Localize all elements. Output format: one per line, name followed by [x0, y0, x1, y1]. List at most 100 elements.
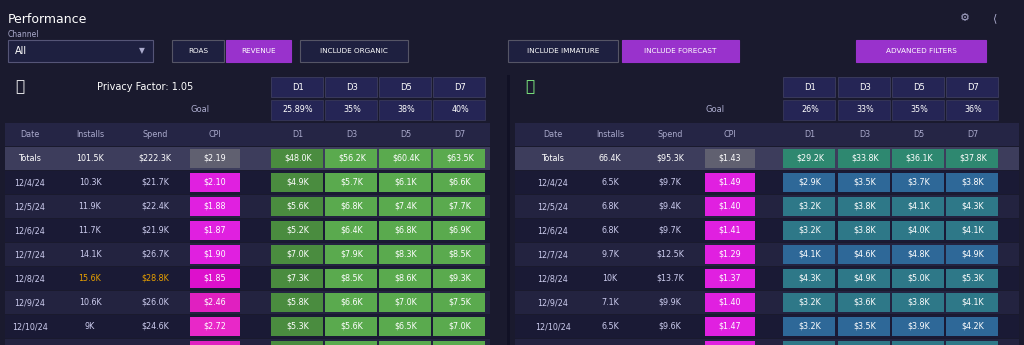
Text: $3.2K: $3.2K — [799, 322, 821, 331]
Bar — [946, 269, 998, 288]
Text: $8.5K: $8.5K — [341, 274, 364, 283]
Text: 66.4K: 66.4K — [599, 154, 622, 163]
Text: D1: D1 — [292, 82, 304, 91]
Bar — [271, 341, 323, 345]
Bar — [190, 317, 240, 336]
Text: $7.5K: $7.5K — [449, 298, 471, 307]
Bar — [5, 339, 490, 345]
Text: 6.8K: 6.8K — [601, 202, 618, 211]
Bar — [8, 40, 153, 62]
Text: $9.7K: $9.7K — [658, 178, 681, 187]
Text: $95.3K: $95.3K — [656, 154, 684, 163]
Bar — [433, 245, 485, 264]
Text: $4.1K: $4.1K — [962, 226, 984, 235]
Text: $5.6K: $5.6K — [341, 322, 364, 331]
Text: 11.9K: 11.9K — [79, 202, 101, 211]
Bar — [190, 173, 240, 192]
Bar — [705, 149, 755, 168]
Bar — [379, 149, 431, 168]
Bar — [5, 219, 490, 242]
Text: $1.41: $1.41 — [719, 226, 741, 235]
Text: $6.1K: $6.1K — [394, 178, 418, 187]
Bar — [433, 77, 485, 97]
Bar — [946, 77, 998, 97]
Bar — [515, 315, 1019, 338]
Text: Performance: Performance — [8, 13, 87, 26]
Text: 12/7/24: 12/7/24 — [14, 250, 45, 259]
Text: D5: D5 — [400, 82, 412, 91]
Text: $5.3K: $5.3K — [287, 322, 309, 331]
Text: $3.8K: $3.8K — [854, 202, 877, 211]
Text: $3.2K: $3.2K — [799, 202, 821, 211]
Text: $8.3K: $8.3K — [394, 250, 418, 259]
Bar — [838, 100, 890, 120]
Text: ⟨: ⟨ — [993, 13, 997, 23]
Bar — [508, 40, 618, 62]
Text: $5.0K: $5.0K — [907, 274, 931, 283]
Text: REVENUE: REVENUE — [242, 48, 275, 54]
Text: D7: D7 — [968, 130, 979, 139]
Text: 12/5/24: 12/5/24 — [538, 202, 568, 211]
Text: $63.5K: $63.5K — [446, 154, 474, 163]
Text: $6.8K: $6.8K — [394, 226, 418, 235]
Text: 10K: 10K — [602, 274, 617, 283]
Bar — [271, 149, 323, 168]
Text: $3.8K: $3.8K — [907, 298, 931, 307]
Text: 11.7K: 11.7K — [79, 226, 101, 235]
Bar — [838, 149, 890, 168]
Text: $5.8K: $5.8K — [287, 298, 309, 307]
Text: $4.9K: $4.9K — [287, 178, 309, 187]
Text: ADVANCED FILTERS: ADVANCED FILTERS — [886, 48, 956, 54]
Text: D7: D7 — [455, 130, 466, 139]
Text: $7.7K: $7.7K — [449, 202, 471, 211]
Text: D1: D1 — [293, 130, 303, 139]
Text: Goal: Goal — [190, 105, 210, 114]
Text: $3.8K: $3.8K — [854, 226, 877, 235]
Text: $29.2K: $29.2K — [796, 154, 824, 163]
Bar — [226, 40, 291, 62]
Bar — [379, 100, 431, 120]
Text: $7.0K: $7.0K — [394, 298, 418, 307]
Text: $1.88: $1.88 — [204, 202, 226, 211]
Text: D1: D1 — [804, 82, 816, 91]
Text: 6.8K: 6.8K — [601, 226, 618, 235]
Bar — [190, 341, 240, 345]
Bar — [325, 245, 377, 264]
Bar — [783, 269, 835, 288]
Bar — [5, 195, 490, 218]
Bar — [379, 245, 431, 264]
Text: 9K: 9K — [85, 322, 95, 331]
Bar — [892, 197, 944, 216]
Text: All: All — [15, 46, 27, 56]
Bar — [433, 341, 485, 345]
Bar — [515, 219, 1019, 242]
Text: INCLUDE FORECAST: INCLUDE FORECAST — [644, 48, 717, 54]
Text: Totals: Totals — [18, 154, 41, 163]
Text: $26.7K: $26.7K — [141, 250, 169, 259]
Bar — [892, 245, 944, 264]
Text: $60.4K: $60.4K — [392, 154, 420, 163]
Text: Installs: Installs — [76, 130, 104, 139]
Bar — [271, 77, 323, 97]
Bar — [892, 317, 944, 336]
Text: $21.9K: $21.9K — [141, 226, 169, 235]
Bar — [705, 269, 755, 288]
Bar — [515, 195, 1019, 218]
Text: $4.2K: $4.2K — [962, 322, 984, 331]
Bar — [946, 197, 998, 216]
Text: D1: D1 — [805, 130, 815, 139]
Text: 12/5/24: 12/5/24 — [14, 202, 45, 211]
Text: $3.8K: $3.8K — [962, 178, 984, 187]
Bar — [379, 77, 431, 97]
Text: Spend: Spend — [657, 130, 683, 139]
Text: $9.3K: $9.3K — [449, 274, 471, 283]
Text: $36.1K: $36.1K — [905, 154, 933, 163]
Bar — [5, 315, 490, 338]
Bar — [515, 267, 1019, 290]
Text: 15.6K: 15.6K — [79, 274, 101, 283]
Text: $8.6K: $8.6K — [394, 274, 418, 283]
Bar — [5, 171, 490, 194]
Bar — [5, 243, 490, 266]
Text: $1.37: $1.37 — [719, 274, 741, 283]
Bar — [379, 341, 431, 345]
